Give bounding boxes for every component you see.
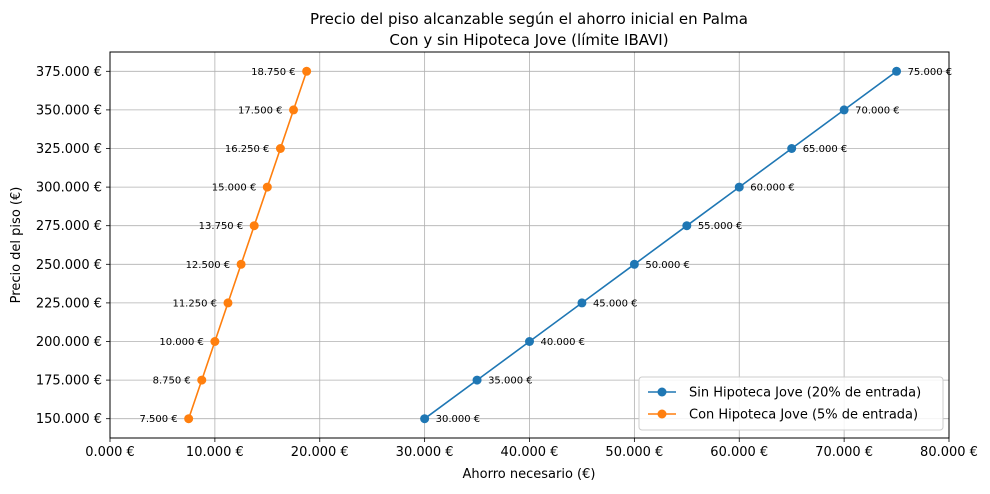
x-tick-label: 0.000 € <box>85 445 135 460</box>
x-tick-label: 70.000 € <box>815 445 873 460</box>
data-point <box>420 414 430 424</box>
data-point <box>210 337 220 346</box>
data-label: 10.000 € <box>159 337 204 348</box>
y-tick-label: 200.000 € <box>36 335 102 350</box>
x-tick-label: 20.000 € <box>291 445 349 460</box>
data-point <box>629 259 639 269</box>
data-point <box>197 375 207 385</box>
data-label: 30.000 € <box>436 414 481 425</box>
data-label: 75.000 € <box>908 67 953 78</box>
data-point <box>787 144 797 153</box>
legend-box <box>638 376 944 431</box>
x-tick-label: 10.000 € <box>186 445 244 460</box>
grid <box>109 52 950 438</box>
x-tick-label: 40.000 € <box>501 445 559 460</box>
data-point <box>302 66 312 76</box>
data-point <box>892 66 902 76</box>
data-point <box>682 221 692 231</box>
series-line <box>187 71 308 419</box>
x-axis-label: Ahorro necesario (€) <box>463 467 596 482</box>
data-label: 16.250 € <box>225 144 270 155</box>
data-label: 8.750 € <box>153 376 191 387</box>
data-point <box>577 298 587 308</box>
y-tick-label: 150.000 € <box>36 412 102 427</box>
x-axis: 0.000 € 10.000 € 20.000 € 30.000 € 40.000 € 5… <box>85 438 978 460</box>
data-label: 13.750 € <box>199 221 244 232</box>
series-2: 7.500 € 8.750 € 10.000 € 11.250 € 12.500 € 13… <box>139 66 312 425</box>
data-label: 17.500 € <box>238 105 283 116</box>
data-label: 18.750 € <box>251 67 296 78</box>
data-label: 60.000 € <box>750 183 795 194</box>
x-tick-label: 80.000 € <box>920 445 978 460</box>
data-point <box>262 182 272 192</box>
data-point <box>525 337 534 346</box>
data-point <box>184 414 194 424</box>
y-tick-label: 375.000 € <box>36 65 102 80</box>
data-label: 55.000 € <box>698 221 743 232</box>
data-point <box>249 221 259 231</box>
y-tick-label: 300.000 € <box>36 181 102 196</box>
chart-title: Precio del piso alcanzable según el ahor… <box>310 10 748 28</box>
data-label: 70.000 € <box>855 105 900 116</box>
data-label: 65.000 € <box>803 144 848 155</box>
series-layer: 30.000 € 35.000 € 40.000 € 45.000 € 50.000 €… <box>139 66 953 425</box>
data-label: 12.500 € <box>186 260 231 271</box>
data-point <box>472 375 482 385</box>
y-tick-label: 325.000 € <box>36 142 102 157</box>
data-label: 7.500 € <box>139 414 177 425</box>
x-tick-label: 30.000 € <box>396 445 454 460</box>
data-label: 45.000 € <box>593 298 638 309</box>
legend: Sin Hipoteca Jove (20% de entrada) Con Hi… <box>638 376 944 431</box>
data-point <box>223 298 233 308</box>
y-tick-label: 350.000 € <box>36 103 102 118</box>
series-1: 30.000 € 35.000 € 40.000 € 45.000 € 50.000 €… <box>420 66 953 425</box>
data-point <box>839 105 849 115</box>
data-point <box>734 182 744 192</box>
legend-entry: Con Hipoteca Jove (5% de entrada) <box>689 408 918 423</box>
legend-entry: Sin Hipoteca Jove (20% de entrada) <box>689 386 921 401</box>
x-tick-label: 50.000 € <box>605 445 663 460</box>
series-line <box>424 70 898 420</box>
y-axis: 150.000 € 175.000 € 200.000 € 225.000 € 250.… <box>36 65 110 427</box>
data-label: 11.250 € <box>172 298 217 309</box>
data-label: 35.000 € <box>488 376 533 387</box>
data-label: 15.000 € <box>212 183 257 194</box>
y-tick-label: 225.000 € <box>36 296 102 311</box>
data-point <box>236 259 246 269</box>
y-tick-label: 175.000 € <box>36 374 102 389</box>
data-point <box>289 105 299 115</box>
chart-subtitle: Con y sin Hipoteca Jove (límite IBAVI) <box>389 31 668 49</box>
legend-marker <box>657 409 667 419</box>
y-axis-label: Precio del piso (€) <box>9 187 24 304</box>
y-tick-label: 250.000 € <box>36 258 102 273</box>
data-point <box>275 144 285 153</box>
data-label: 40.000 € <box>541 337 586 348</box>
data-label: 50.000 € <box>645 260 690 271</box>
x-tick-label: 60.000 € <box>710 445 768 460</box>
y-tick-label: 275.000 € <box>36 219 102 234</box>
legend-marker <box>657 387 667 397</box>
